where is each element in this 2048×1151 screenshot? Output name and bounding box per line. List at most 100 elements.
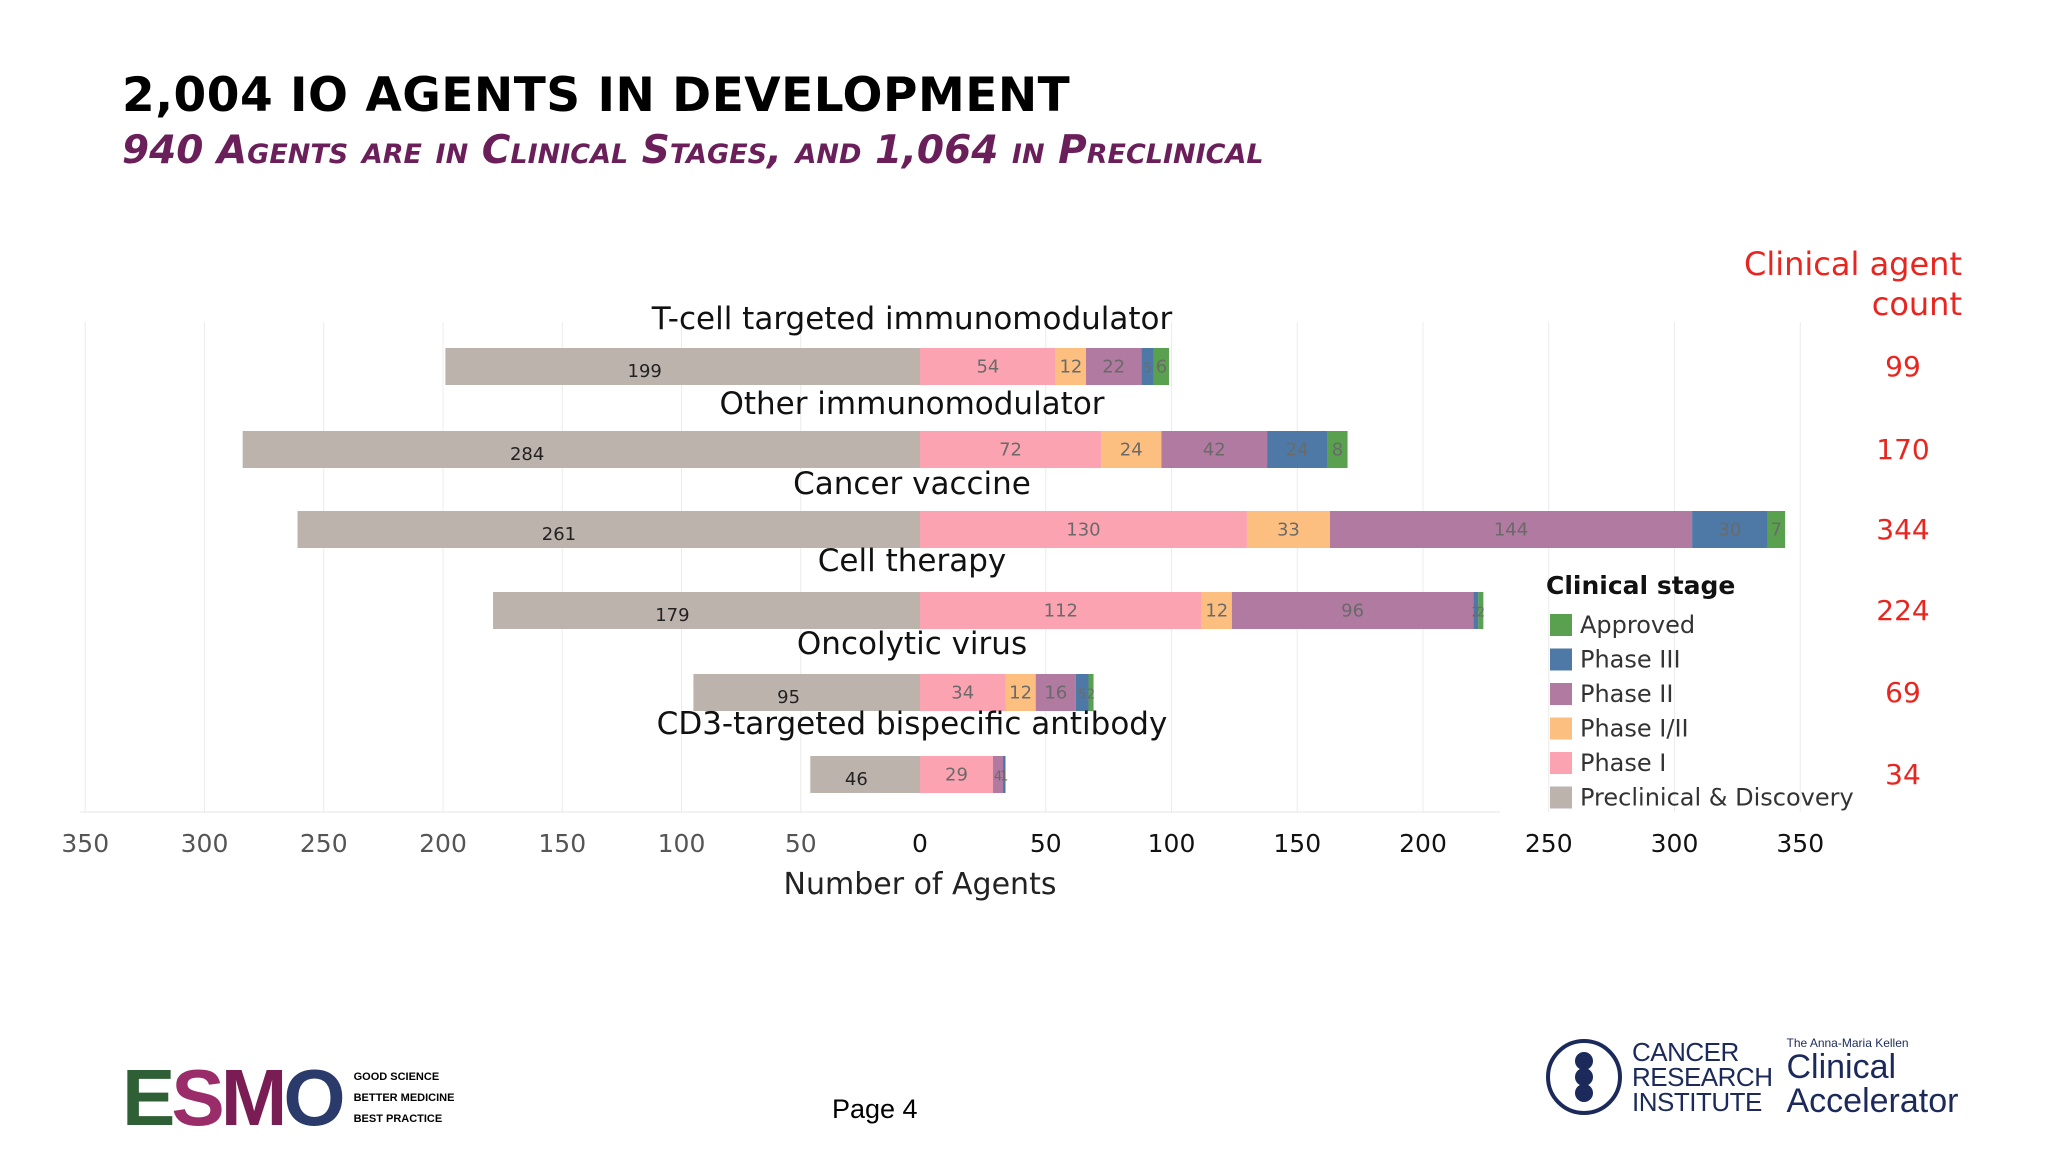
cri-line-2: RESEARCH (1632, 1061, 1773, 1092)
bar-segment (1002, 756, 1006, 793)
slide-subtitle: 940 Agents are in Clinical Stages, and 1… (122, 128, 1264, 173)
cri-logo: CANCER RESEARCH INSTITUTE The Anna-Maria… (1546, 1036, 1958, 1118)
data-label-clinical: 144 (1494, 520, 1528, 541)
data-label-clinical: 12 (1205, 601, 1228, 622)
category-label: T-cell targeted immunomodulator (651, 301, 1173, 337)
x-tick-label: 150 (1273, 829, 1321, 858)
cca-line-1: Clinical (1786, 1048, 1897, 1086)
data-label-clinical: 5 (1078, 688, 1086, 703)
bar-segment (1005, 674, 1036, 711)
bar-segment (1141, 348, 1154, 385)
bar-segment (1246, 511, 1330, 548)
bar-segment (1767, 511, 1786, 548)
data-label-clinical: 130 (1066, 520, 1100, 541)
legend-entry: Phase III (1580, 646, 1681, 674)
x-tick-label: 300 (181, 829, 229, 858)
legend-swatch (1550, 683, 1572, 705)
legend-entry: Phase I/II (1580, 715, 1689, 743)
bar-segment (1267, 431, 1328, 468)
esmo-letter-o: O (283, 1053, 345, 1142)
data-label-clinical: 22 (1102, 357, 1125, 378)
legend-swatch (1550, 717, 1572, 740)
data-label-clinical: 8 (1332, 440, 1343, 461)
bar-segment (1329, 511, 1693, 548)
bar-segment (920, 756, 993, 793)
bar-segment (1692, 511, 1768, 548)
x-tick-label: 200 (1399, 829, 1447, 858)
data-label-clinical: 24 (1286, 440, 1309, 461)
x-tick-label: 250 (300, 829, 348, 858)
legend-entry: Phase I (1580, 749, 1666, 777)
legend-entry: Approved (1580, 611, 1695, 639)
bar-segment (920, 511, 1247, 548)
slide-title: 2,004 IO AGENTS IN DEVELOPMENT (122, 68, 1071, 123)
subtitle-text: 940 Agents are in Clinical Stages, and 1… (122, 128, 1264, 173)
data-label-clinical: 1 (1000, 770, 1008, 785)
cca-small-text: The Anna-Maria Kellen (1786, 1036, 1909, 1050)
legend-swatch (1550, 786, 1572, 809)
bar-segment (920, 431, 1102, 468)
data-label-clinical: 5 (1143, 362, 1151, 377)
bar-segment (920, 348, 1056, 385)
legend-entry: Preclinical & Discovery (1580, 784, 1854, 812)
data-label-clinical: 2 (1087, 688, 1095, 703)
esmo-tagline-1: GOOD SCIENCE (353, 1070, 440, 1083)
esmo-tagline-3: BEST PRACTICE (353, 1112, 443, 1125)
x-tick-label: 150 (538, 829, 586, 858)
bar-preclinical (693, 674, 920, 711)
bar-segment (1473, 592, 1479, 629)
x-tick-label: 50 (1030, 829, 1062, 858)
bar-preclinical (242, 431, 920, 468)
legend-swatch (1550, 648, 1572, 671)
esmo-tagline: GOOD SCIENCE BETTER MEDICINE BEST PRACTI… (354, 1067, 455, 1130)
data-label-clinical: 54 (976, 357, 999, 378)
data-label-preclinical: 199 (628, 361, 662, 382)
data-label-preclinical: 95 (777, 687, 800, 708)
clinical-count: 224 (1876, 594, 1929, 627)
clinical-count: 34 (1885, 758, 1921, 791)
data-label-clinical: 4 (994, 770, 1002, 785)
cri-line-3: INSTITUTE (1632, 1086, 1762, 1117)
bar-segment (1201, 592, 1232, 629)
data-label-clinical: 24 (1120, 440, 1143, 461)
esmo-letter-s: S (171, 1053, 224, 1142)
clinical-count: 99 (1885, 350, 1921, 383)
x-tick-label: 250 (1525, 829, 1573, 858)
bar-segment (1153, 348, 1169, 385)
clinical-count: 69 (1885, 676, 1921, 709)
x-tick-label: 0 (912, 829, 928, 858)
bar-segment (920, 592, 1202, 629)
bar-segment (1478, 592, 1484, 629)
x-tick-label: 350 (61, 829, 109, 858)
bar-segment (1085, 348, 1142, 385)
bar-segment (920, 674, 1006, 711)
data-label-clinical: 12 (1009, 683, 1032, 704)
data-label-clinical: 7 (1771, 520, 1782, 541)
data-label-clinical: 96 (1341, 601, 1364, 622)
data-label-clinical: 2 (1477, 606, 1485, 621)
x-tick-label: 200 (419, 829, 467, 858)
data-label-preclinical: 284 (510, 444, 544, 465)
bar-segment (1055, 348, 1086, 385)
x-tick-label: 100 (1148, 829, 1196, 858)
bar-preclinical (297, 511, 920, 548)
clinical-count-header: Clinical agent count (1744, 245, 1962, 323)
esmo-letter-e: E (122, 1053, 175, 1142)
bar-segment (1088, 674, 1094, 711)
data-label-clinical: 16 (1044, 683, 1067, 704)
x-tick-label: 350 (1776, 829, 1824, 858)
data-label-clinical: 72 (999, 440, 1022, 461)
bar-segment (1035, 674, 1076, 711)
legend-entry: Phase II (1580, 680, 1673, 708)
x-tick-label: 100 (658, 829, 706, 858)
bar-preclinical (445, 348, 920, 385)
legend-swatch (1550, 614, 1572, 636)
esmo-logo-letters: ESMO (122, 1058, 346, 1138)
x-tick-label: 50 (785, 829, 817, 858)
category-label: Cell therapy (818, 543, 1006, 579)
cri-line-1: CANCER (1632, 1036, 1739, 1067)
data-label-clinical: 33 (1277, 520, 1300, 541)
cca-line-2: Accelerator (1786, 1082, 1959, 1120)
cri-wordmark: CANCER RESEARCH INSTITUTE (1632, 1036, 1773, 1117)
bar-preclinical (810, 756, 920, 793)
